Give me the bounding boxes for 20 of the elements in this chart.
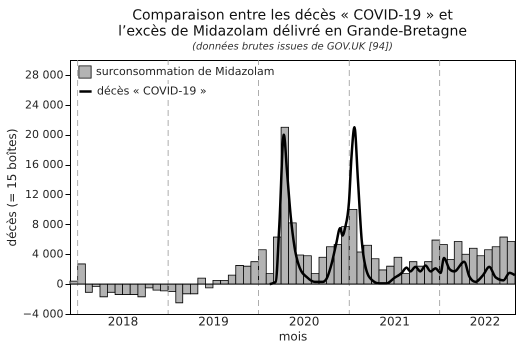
chart-subtitle: (données brutes issues de GOV.UK [94]) bbox=[192, 42, 393, 53]
y-tick-label: −4 000 bbox=[22, 308, 64, 320]
y-axis-title: décès (= 15 boîtes) bbox=[4, 128, 19, 246]
x-tick-label: 2019 bbox=[198, 314, 229, 328]
legend-label: surconsommation de Midazolam bbox=[96, 65, 274, 78]
y-tick-label: 16 000 bbox=[25, 158, 64, 172]
x-tick-label: 2020 bbox=[288, 314, 320, 328]
y-tick-label: 0 bbox=[56, 278, 64, 291]
legend-label: décès « COVID-19 » bbox=[97, 84, 207, 98]
x-tick-label: 2022 bbox=[470, 314, 500, 328]
y-tick-label: 4 000 bbox=[32, 248, 64, 261]
x-axis-title: mois bbox=[278, 330, 308, 344]
y-tick-label: 12 000 bbox=[25, 188, 64, 201]
x-tick-label: 2018 bbox=[108, 314, 138, 328]
y-tick-label: 20 000 bbox=[25, 128, 64, 142]
y-tick-label: 8 000 bbox=[32, 218, 64, 231]
x-tick-label: 2021 bbox=[379, 314, 410, 328]
chart-title: Comparaison entre les décès « COVID-19 » et l’excès de Midazolam délivré en Grande-Bretagne bbox=[118, 8, 467, 40]
y-tick-label: 24 000 bbox=[25, 98, 64, 112]
y-tick-label: 28 000 bbox=[25, 68, 64, 82]
